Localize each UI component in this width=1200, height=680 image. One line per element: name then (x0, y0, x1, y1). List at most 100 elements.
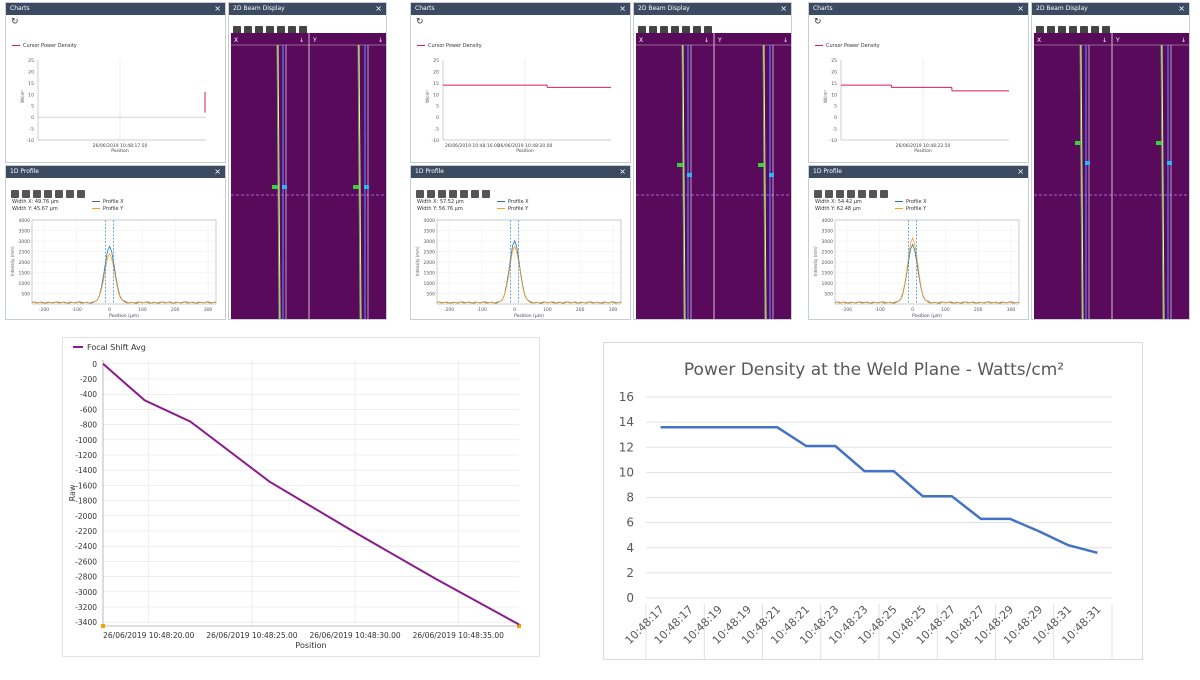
position-label: Position (914, 148, 932, 153)
ytick-label: 0 (834, 115, 837, 121)
toolbar-icon[interactable] (1091, 26, 1099, 34)
toolbar-icon[interactable] (638, 26, 646, 34)
toolbar-icon[interactable] (858, 190, 866, 198)
toolbar-icon[interactable] (449, 190, 457, 198)
close-icon[interactable]: × (1017, 4, 1024, 13)
toolbar-icon[interactable] (1080, 26, 1088, 34)
toolbar-icon[interactable] (682, 26, 690, 34)
toolbar-icon[interactable] (482, 190, 490, 198)
toolbar-icon[interactable] (66, 190, 74, 198)
close-icon[interactable]: × (375, 4, 382, 13)
legend-cursor-power-density: Cursor Power Density (815, 43, 880, 49)
toolbar-icon[interactable] (847, 190, 855, 198)
toolbar-icon[interactable] (244, 26, 252, 34)
legend-cursor-power-density: Cursor Power Density (417, 43, 482, 49)
toolbar-icon[interactable] (266, 26, 274, 34)
y-axis-label: W/cm² (425, 90, 430, 103)
width-x-label: Width X: 57.52 µm (417, 199, 464, 205)
xtick-label: 0 (911, 307, 914, 313)
xtick-label: 26/06/2019 10:48:20.00 (103, 631, 194, 640)
legend-profile-x: Profile X (92, 199, 124, 205)
beam-svg: X Y ↓ ↓ (231, 33, 386, 319)
legend-swatch (417, 45, 425, 46)
toolbar-icon[interactable] (1047, 26, 1055, 34)
toolbar-icon[interactable] (33, 190, 41, 198)
close-icon[interactable]: × (1178, 4, 1185, 13)
toolbar-icon[interactable] (44, 190, 52, 198)
refresh-icon[interactable]: ↻ (814, 17, 822, 27)
ytick-label: -3200 (75, 603, 97, 612)
toolbar-icon[interactable] (288, 26, 296, 34)
toolbar-icon[interactable] (869, 190, 877, 198)
charts-titlebar: Charts × (411, 3, 630, 15)
ytick-label: -5 (30, 127, 35, 133)
toolbar-icon[interactable] (1102, 26, 1110, 34)
ytick-label: -800 (80, 421, 97, 430)
refresh-icon[interactable]: ↻ (416, 17, 424, 27)
ytick-label: 15 (28, 81, 34, 87)
arrow-down-icon[interactable]: ↓ (378, 37, 383, 44)
toolbar-icon[interactable] (814, 190, 822, 198)
xtick-label: -200 (39, 307, 49, 313)
toolbar-icon[interactable] (693, 26, 701, 34)
ytick-label: -1400 (75, 466, 97, 475)
close-icon[interactable]: × (780, 4, 787, 13)
toolbar-icon[interactable] (825, 190, 833, 198)
beam-trace-yellow (358, 44, 362, 319)
toolbar-icon[interactable] (233, 26, 241, 34)
toolbar-icon[interactable] (1036, 26, 1044, 34)
toolbar-icon[interactable] (1058, 26, 1066, 34)
close-icon[interactable]: × (214, 167, 221, 176)
toolbar-icon[interactable] (471, 190, 479, 198)
toolbar-icon[interactable] (880, 190, 888, 198)
toolbar-icon[interactable] (55, 190, 63, 198)
close-icon[interactable]: × (619, 167, 626, 176)
toolbar-icon[interactable] (836, 190, 844, 198)
ytick-label: 3500 (19, 229, 31, 235)
toolbar-icon[interactable] (277, 26, 285, 34)
arrow-down-icon[interactable]: ↓ (783, 37, 788, 44)
toolbar-icon[interactable] (438, 190, 446, 198)
refresh-icon[interactable]: ↻ (11, 17, 19, 27)
power-density-chart: Power Density at the Weld Plane - Watts/… (603, 342, 1143, 660)
y-axis-label: W/cm² (20, 90, 25, 103)
toolbar-icon[interactable] (11, 190, 19, 198)
close-icon[interactable]: × (214, 4, 221, 13)
ytick-label: -3400 (75, 618, 97, 627)
profile-panel: 1D Profile × Width X: 49.76 µm Width Y: 45.… (5, 165, 226, 320)
arrow-down-icon[interactable]: ↓ (1102, 37, 1107, 44)
ytick-label: 1000 (822, 281, 834, 287)
toolbar-icon[interactable] (416, 190, 424, 198)
beam-trace-green (762, 44, 766, 319)
legend-label: Profile X (508, 199, 529, 205)
arrow-down-icon[interactable]: ↓ (704, 37, 709, 44)
toolbar-icon[interactable] (22, 190, 30, 198)
toolbar-icon[interactable] (299, 26, 307, 34)
xtick-label: 0 (513, 307, 516, 313)
ytick-label: 10 (433, 92, 439, 98)
legend-focal-shift: Focal Shift Avg (87, 343, 146, 352)
y-axis-label: W/cm² (823, 90, 828, 103)
profile-toolbar (814, 183, 891, 202)
toolbar-icon[interactable] (704, 26, 712, 34)
toolbar-icon[interactable] (660, 26, 668, 34)
cursor-chart-svg: 25 20 15 10 5 0 -5 -10 W/cm² 26/06/2019 10:48:20.… (425, 58, 611, 153)
width-y-label: Width Y: 62.48 µm (815, 206, 861, 212)
close-icon[interactable]: × (619, 4, 626, 13)
position-um-label: Position (µm) (912, 313, 942, 319)
toolbar-icon[interactable] (427, 190, 435, 198)
toolbar-icon[interactable] (255, 26, 263, 34)
arrow-down-icon[interactable]: ↓ (299, 37, 304, 44)
close-icon[interactable]: × (1017, 167, 1024, 176)
toolbar-icon[interactable] (671, 26, 679, 34)
ytick-label: 0 (436, 115, 439, 121)
arrow-down-icon[interactable]: ↓ (1181, 37, 1186, 44)
toolbar-icon[interactable] (649, 26, 657, 34)
beam-title: 2D Beam Display (638, 5, 690, 12)
profile-x-line (436, 239, 621, 304)
toolbar-icon[interactable] (77, 190, 85, 198)
beam-x-label: X (639, 37, 643, 44)
toolbar-icon[interactable] (1069, 26, 1077, 34)
toolbar-icon[interactable] (460, 190, 468, 198)
intensity-axis-label: Intensity (mm) (813, 246, 818, 276)
